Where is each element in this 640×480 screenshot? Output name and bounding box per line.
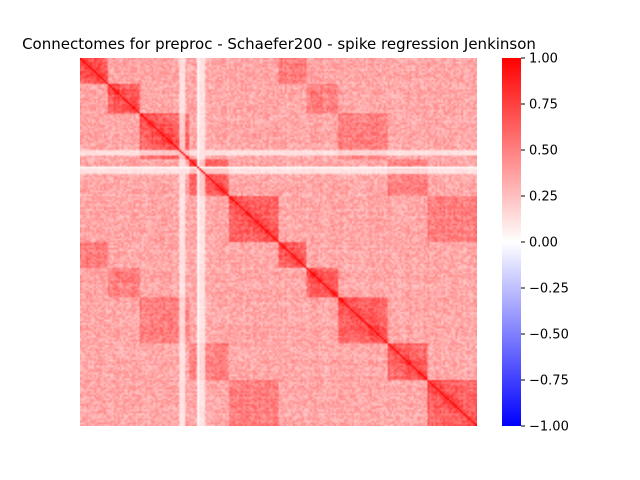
colorbar-tick-label: −0.50 — [529, 328, 569, 343]
colorbar-tick-label: 0.00 — [529, 236, 558, 251]
colorbar-ticks: 1.00 0.75 0.50 0.25 0.00 −0.25 −0.50 −0.75 −1.00 — [521, 52, 569, 435]
colorbar-tick-label: −1.00 — [529, 420, 569, 435]
colorbar-tick-label: 0.50 — [529, 144, 558, 159]
heatmap-image — [80, 58, 477, 426]
colorbar-tick-label: −0.75 — [529, 374, 569, 389]
colorbar-tick-label: −0.25 — [529, 282, 569, 297]
colorbar-gradient — [502, 58, 521, 426]
chart-title: Connectomes for preproc - Schaefer200 - … — [22, 35, 536, 53]
heatmap — [80, 58, 477, 426]
colorbar-tick-label: 1.00 — [529, 52, 558, 67]
colorbar-tick-label: 0.75 — [529, 98, 558, 113]
colorbar: 1.00 0.75 0.50 0.25 0.00 −0.25 −0.50 −0.75 −1.00 — [502, 52, 569, 435]
colorbar-tick-label: 0.25 — [529, 190, 558, 205]
